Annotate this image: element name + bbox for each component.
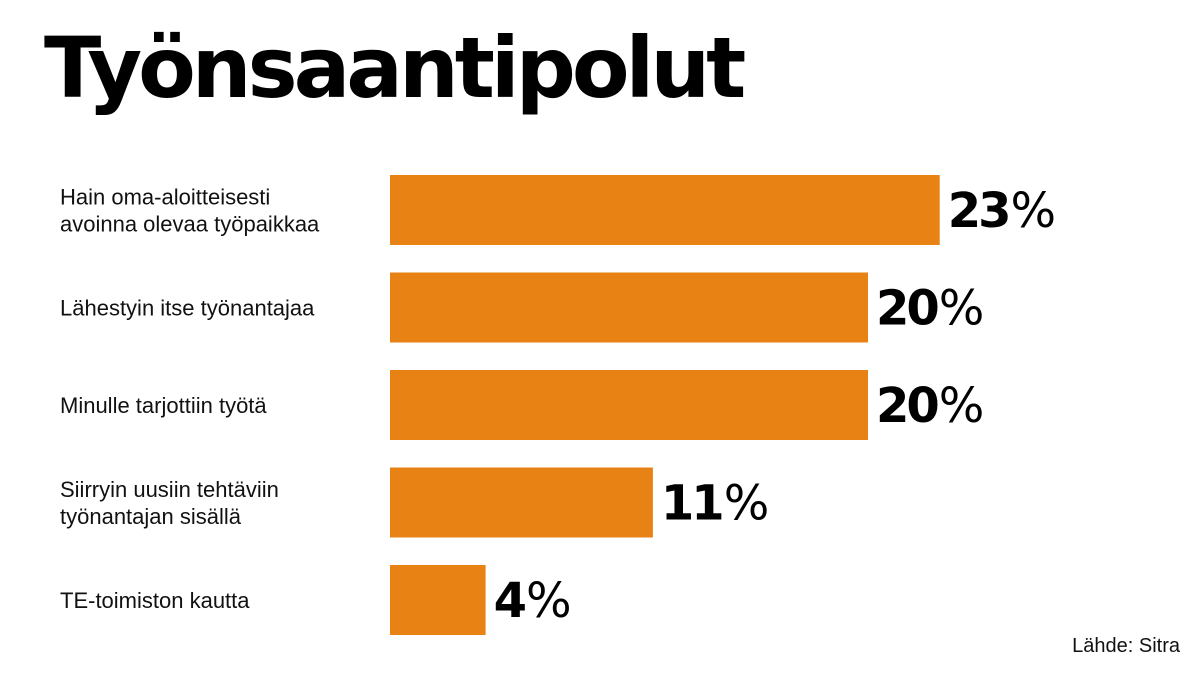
category-label-4: TE-toimiston kautta: [60, 588, 250, 613]
category-label-0: Hain oma-aloitteisesti avoinna olevaa työ…: [60, 185, 320, 237]
category-label-1: Lähestyin itse työnantajaa: [60, 296, 315, 321]
value-label-4: 4%: [494, 573, 572, 629]
category-label-2: Minulle tarjottiin työtä: [60, 393, 267, 418]
value-label-0: 23%: [948, 183, 1056, 239]
value-label-1: 20%: [876, 281, 984, 337]
bar-1: [390, 272, 868, 343]
bar-0: [390, 175, 940, 245]
source-note: Lähde: Sitra: [1072, 635, 1180, 657]
bar-2: [390, 370, 868, 440]
value-label-2: 20%: [876, 378, 984, 434]
category-label-3: Siirryin uusiin tehtäviin työnantajan sis…: [60, 477, 279, 529]
bar-3: [390, 467, 653, 538]
bar-4: [390, 565, 486, 635]
chart-title: Työnsaantipolut: [44, 19, 746, 117]
value-label-3: 11%: [661, 476, 769, 532]
